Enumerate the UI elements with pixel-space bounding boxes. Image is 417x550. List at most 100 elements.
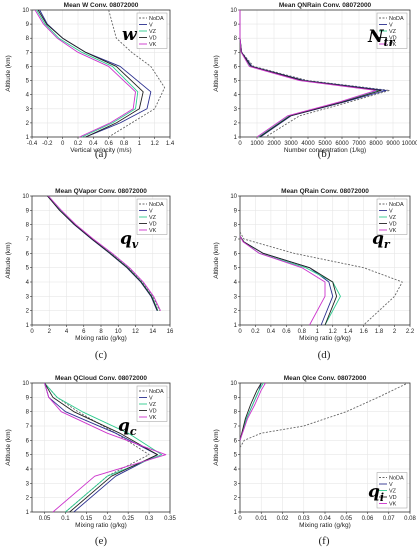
x-tick-label: 12 [132, 329, 139, 335]
y-tick-label: 6 [26, 438, 30, 444]
panel-label: (e) [95, 535, 108, 547]
legend-label: VZ [389, 29, 397, 35]
y-axis-label: Altitude (km) [213, 242, 220, 278]
series-line-vz [239, 10, 379, 138]
chart-title: Mean W Conv. 08072000 [64, 2, 139, 9]
x-tick-label: 0.03 [298, 516, 310, 522]
x-tick-label: 0 [238, 141, 242, 147]
x-tick-label: 14 [149, 329, 156, 335]
legend-label: NoDA [389, 16, 404, 22]
series-line-vk [239, 382, 266, 441]
legend-label: VK [149, 228, 157, 234]
y-tick-label: 4 [26, 280, 30, 286]
y-tick-label: 9 [26, 395, 30, 401]
legend-label: V [389, 209, 393, 215]
x-axis-label: Mixing ratio (g/kg) [299, 522, 351, 529]
panel-label: (a) [95, 148, 108, 160]
x-tick-label: 0.07 [383, 516, 395, 522]
x-tick-label: 0.1 [61, 516, 70, 522]
x-axis-label: Mixing ratio (g/kg) [75, 522, 127, 529]
y-tick-label: 1 [26, 135, 30, 141]
y-tick-label: 1 [26, 323, 30, 329]
panel-label: (b) [318, 148, 331, 160]
plot-area-frame [31, 9, 171, 138]
series-line-noda [108, 9, 166, 138]
x-tick-label: 8000 [369, 141, 383, 147]
x-tick-label: 0 [61, 141, 65, 147]
y-tick-label: 3 [26, 481, 30, 487]
chart-panel-4: 0 0.2 0.4 0.6 0.8 1 1.2 1.4 1.6 1.8 2 2.2 1 2 3 4 5 6 7 8 9 1… [213, 188, 415, 361]
y-tick-label: 10 [230, 381, 237, 387]
x-tick-label: 3000 [284, 141, 298, 147]
chart-panel-1: -0.4 -0.2 0 0.2 0.4 0.6 0.8 1 1.2 1.4 1 2 3 4 5 6 7 8 9 10 M… [5, 2, 175, 160]
legend-label: VD [149, 409, 157, 415]
x-tick-label: 1.6 [359, 329, 368, 335]
legend-label: NoDA [149, 389, 164, 395]
x-tick-label: 0.4 [89, 141, 98, 147]
y-tick-label: 6 [234, 251, 238, 257]
x-tick-label: 4000 [301, 141, 315, 147]
y-tick-label: 2 [234, 309, 238, 315]
x-tick-label: 1.2 [329, 329, 338, 335]
series-line-vk [34, 9, 136, 138]
y-tick-label: 9 [234, 395, 238, 401]
y-tick-label: 3 [26, 107, 30, 113]
series-line-vk [239, 235, 326, 326]
y-tick-label: 2 [234, 496, 238, 502]
legend-label: VZ [389, 215, 397, 221]
x-tick-label: 2000 [267, 141, 281, 147]
y-tick-label: 10 [230, 194, 237, 200]
legend-label: V [149, 23, 153, 29]
series-line-noda [239, 231, 403, 326]
y-tick-label: 10 [22, 8, 29, 14]
legend-label: V [389, 23, 393, 29]
y-tick-label: 5 [234, 266, 238, 272]
y-tick-label: 1 [234, 135, 238, 141]
x-tick-label: 0.05 [340, 516, 352, 522]
x-tick-label: 0.15 [81, 516, 93, 522]
y-tick-label: 10 [22, 194, 29, 200]
y-tick-label: 7 [234, 424, 238, 430]
panel-label: (c) [95, 349, 108, 361]
x-tick-label: 1.4 [344, 329, 353, 335]
y-tick-label: 1 [26, 510, 30, 516]
legend-label: V [149, 209, 153, 215]
y-axis-label: Altitude (km) [213, 429, 220, 465]
panel-label: (d) [318, 349, 331, 361]
y-tick-label: 5 [26, 79, 30, 85]
legend-label: VK [389, 502, 397, 508]
legend-label: VZ [389, 489, 397, 495]
chart-title: Mean QRain Conv. 08072000 [281, 188, 369, 195]
x-tick-label: 4 [65, 329, 69, 335]
x-tick-label: 1000 [250, 141, 264, 147]
x-tick-label: 0.2 [103, 516, 112, 522]
y-tick-label: 6 [234, 64, 238, 70]
legend-label: NoDA [149, 202, 164, 208]
plot-area-frame [31, 382, 171, 513]
y-tick-label: 8 [234, 36, 238, 42]
x-tick-label: 2.2 [406, 329, 415, 335]
x-tick-label: 6 [82, 329, 86, 335]
y-tick-label: 7 [26, 237, 30, 243]
y-tick-label: 1 [234, 323, 238, 329]
variable-symbol: qc [118, 416, 137, 438]
x-axis-label: Number concentration (1/kg) [284, 147, 366, 154]
x-tick-label: 0.4 [267, 329, 276, 335]
series-line-noda [239, 382, 409, 448]
x-tick-label: 0 [30, 329, 34, 335]
y-tick-label: 2 [26, 496, 30, 502]
series-line-vd [239, 382, 262, 441]
x-tick-label: 1.2 [150, 141, 159, 147]
x-tick-label: 8 [99, 329, 103, 335]
x-tick-label: 1 [138, 141, 142, 147]
legend-label: NoDA [149, 16, 164, 22]
x-tick-label: -0.4 [27, 141, 38, 147]
legend-label: VD [389, 36, 397, 42]
chart-title: Mean QCloud Conv. 08072000 [55, 375, 147, 382]
y-tick-label: 4 [234, 467, 238, 473]
y-tick-label: 6 [26, 64, 30, 70]
